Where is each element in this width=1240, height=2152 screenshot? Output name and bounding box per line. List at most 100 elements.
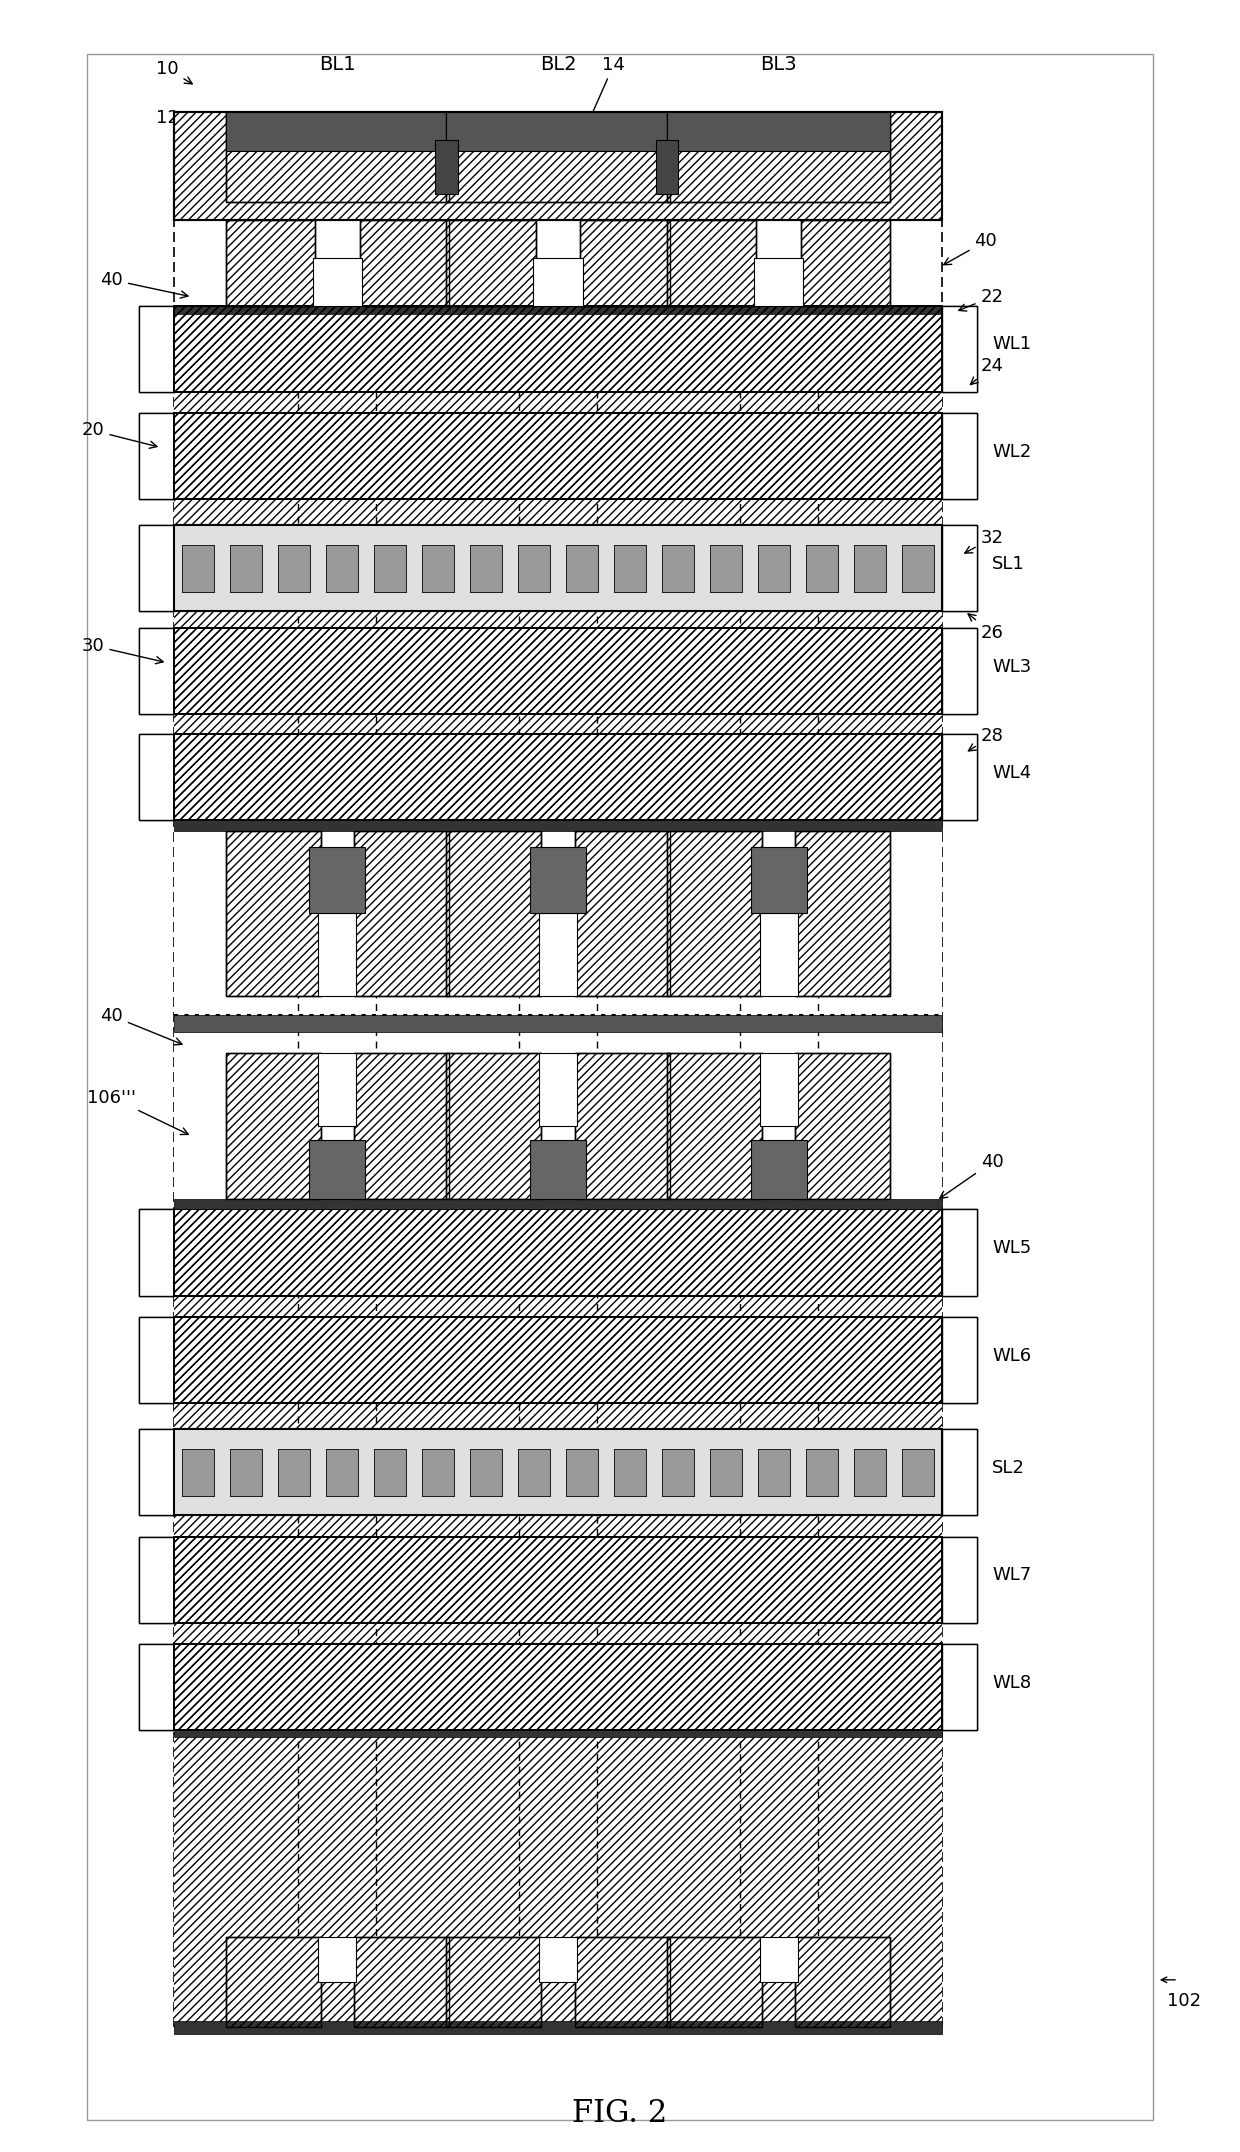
- Bar: [139, 734, 174, 820]
- Bar: [355, 1052, 449, 1199]
- Bar: [139, 306, 174, 392]
- Bar: [312, 258, 362, 306]
- Bar: [229, 1448, 262, 1496]
- Bar: [174, 1209, 942, 1296]
- Bar: [580, 220, 670, 306]
- Bar: [229, 1448, 262, 1496]
- Bar: [174, 1537, 942, 1623]
- Bar: [355, 831, 449, 996]
- Bar: [174, 112, 942, 220]
- Bar: [229, 544, 262, 592]
- Text: WL6: WL6: [992, 1347, 1032, 1364]
- Bar: [139, 1644, 174, 1730]
- Bar: [174, 306, 942, 314]
- Bar: [711, 1448, 743, 1496]
- Bar: [139, 1317, 174, 1403]
- Text: SL2: SL2: [992, 1459, 1025, 1476]
- Bar: [373, 544, 405, 592]
- Bar: [667, 220, 756, 306]
- Text: 28: 28: [968, 727, 1003, 751]
- Text: 30: 30: [82, 637, 164, 663]
- Bar: [174, 1317, 942, 1403]
- Bar: [174, 1644, 942, 1730]
- Bar: [174, 1199, 942, 1209]
- Bar: [667, 831, 761, 996]
- Bar: [751, 848, 807, 912]
- Bar: [355, 1052, 449, 1199]
- Bar: [435, 140, 458, 194]
- Bar: [319, 912, 356, 996]
- Text: 14: 14: [587, 56, 625, 125]
- Bar: [360, 220, 449, 306]
- Text: WL8: WL8: [992, 1674, 1032, 1691]
- Bar: [903, 1448, 935, 1496]
- Bar: [174, 112, 942, 220]
- Bar: [470, 1448, 502, 1496]
- Bar: [174, 306, 942, 820]
- Bar: [580, 220, 670, 306]
- Bar: [139, 1209, 174, 1296]
- Bar: [174, 734, 942, 820]
- Bar: [614, 544, 646, 592]
- Text: BL3: BL3: [760, 56, 797, 73]
- Bar: [806, 544, 838, 592]
- Bar: [139, 1209, 174, 1296]
- Bar: [139, 1317, 174, 1403]
- Bar: [174, 413, 942, 499]
- Bar: [942, 1317, 977, 1403]
- Bar: [174, 734, 942, 820]
- Bar: [796, 1052, 890, 1199]
- Bar: [942, 1644, 977, 1730]
- Text: 40: 40: [944, 232, 997, 265]
- Bar: [422, 1448, 454, 1496]
- Bar: [226, 112, 449, 202]
- Bar: [174, 628, 942, 714]
- Bar: [174, 734, 942, 820]
- Bar: [174, 306, 942, 392]
- Bar: [446, 220, 536, 306]
- Bar: [565, 1448, 598, 1496]
- Text: 26: 26: [968, 613, 1003, 641]
- Bar: [355, 1937, 449, 2027]
- Bar: [139, 413, 174, 499]
- Bar: [139, 1429, 174, 1515]
- Bar: [373, 1448, 405, 1496]
- Bar: [575, 1052, 670, 1199]
- Bar: [942, 306, 977, 392]
- Text: WL3: WL3: [992, 659, 1032, 676]
- Bar: [565, 544, 598, 592]
- Bar: [903, 544, 935, 592]
- Bar: [667, 831, 761, 996]
- Bar: [174, 1429, 942, 1515]
- Bar: [446, 112, 670, 202]
- Text: 10: 10: [156, 60, 192, 84]
- Bar: [174, 1537, 942, 1623]
- Bar: [174, 306, 942, 392]
- Bar: [312, 258, 362, 306]
- Text: 40: 40: [100, 271, 188, 299]
- Bar: [226, 112, 449, 151]
- Bar: [531, 1141, 585, 1199]
- Bar: [310, 848, 366, 912]
- Bar: [751, 1141, 807, 1199]
- Text: 32: 32: [965, 529, 1003, 553]
- Bar: [533, 258, 583, 306]
- Bar: [446, 1937, 541, 2027]
- Bar: [326, 1448, 358, 1496]
- Bar: [942, 628, 977, 714]
- Bar: [174, 628, 942, 714]
- Bar: [87, 54, 1153, 2120]
- Bar: [226, 220, 315, 306]
- Bar: [796, 831, 890, 996]
- Bar: [226, 1052, 320, 1199]
- Bar: [355, 1937, 449, 2027]
- Bar: [942, 306, 977, 392]
- Bar: [446, 112, 670, 151]
- Bar: [174, 1016, 942, 1033]
- Bar: [518, 544, 551, 592]
- Bar: [310, 1141, 366, 1199]
- Bar: [662, 544, 694, 592]
- Bar: [226, 831, 320, 996]
- Bar: [942, 1644, 977, 1730]
- Bar: [174, 525, 942, 611]
